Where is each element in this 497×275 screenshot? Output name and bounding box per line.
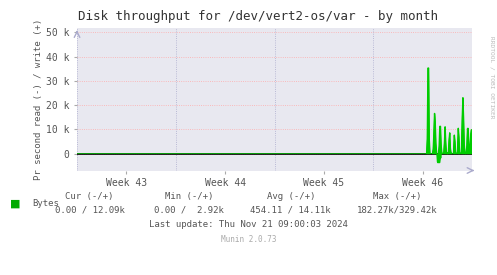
- Y-axis label: Pr second read (-) / write (+): Pr second read (-) / write (+): [34, 18, 43, 180]
- Text: Munin 2.0.73: Munin 2.0.73: [221, 235, 276, 244]
- Text: Last update: Thu Nov 21 09:00:03 2024: Last update: Thu Nov 21 09:00:03 2024: [149, 220, 348, 229]
- Text: 0.00 /  2.92k: 0.00 / 2.92k: [154, 206, 224, 215]
- Text: Avg (-/+): Avg (-/+): [266, 192, 315, 201]
- Text: Min (-/+): Min (-/+): [165, 192, 213, 201]
- Text: ■: ■: [10, 199, 20, 208]
- Text: 182.27k/329.42k: 182.27k/329.42k: [357, 206, 438, 215]
- Text: RRDTOOL / TOBI OETIKER: RRDTOOL / TOBI OETIKER: [490, 36, 495, 118]
- Text: Bytes: Bytes: [32, 199, 59, 208]
- Text: Cur (-/+): Cur (-/+): [65, 192, 114, 201]
- Text: 454.11 / 14.11k: 454.11 / 14.11k: [250, 206, 331, 215]
- Text: 0.00 / 12.09k: 0.00 / 12.09k: [55, 206, 124, 215]
- Text: Max (-/+): Max (-/+): [373, 192, 422, 201]
- Text: Disk throughput for /dev/vert2-os/var - by month: Disk throughput for /dev/vert2-os/var - …: [79, 10, 438, 23]
